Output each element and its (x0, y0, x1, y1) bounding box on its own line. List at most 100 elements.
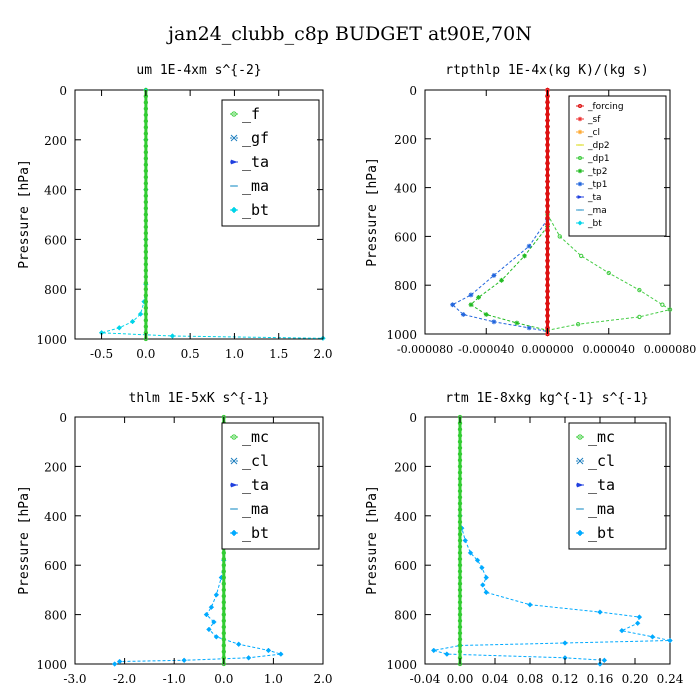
y-tick-label: 800 (394, 609, 417, 623)
legend-box (568, 95, 667, 237)
legend-marker (577, 195, 583, 199)
x-tick-label: 1.0 (264, 672, 283, 686)
data-point-f (143, 131, 149, 136)
x-tick-label: 0.0 (136, 347, 155, 361)
legend-label: _ma (242, 500, 269, 518)
data-point-mc (457, 507, 463, 512)
y-tick-label: 400 (394, 510, 417, 524)
data-point-f (143, 137, 149, 142)
data-point-mc (457, 495, 463, 500)
data-point-bt (213, 592, 220, 598)
data-point-mc (221, 637, 226, 642)
data-point-bt (116, 658, 123, 665)
data-point-forcing (545, 136, 550, 141)
y-tick-label: 200 (44, 134, 67, 148)
data-point-mc (221, 581, 226, 586)
data-point-mc (457, 476, 463, 481)
x-tick-label: 0.5 (181, 347, 200, 361)
legend-label: _cl (242, 452, 269, 470)
data-point-forcing (545, 283, 550, 288)
data-point-mc (457, 532, 463, 537)
data-point-f (143, 150, 149, 155)
data-point-mc (457, 563, 463, 568)
data-point-mc (457, 544, 463, 549)
data-point-mc (457, 464, 463, 469)
data-point-bt (430, 647, 437, 654)
data-point-mc (457, 519, 463, 525)
data-point-mc (221, 593, 226, 599)
data-point-forcing (545, 130, 550, 135)
data-point-f (143, 262, 149, 267)
legend-marker (230, 134, 238, 142)
data-point-mc (457, 612, 463, 617)
x-tick-label: -0.000040 (458, 343, 514, 356)
y-tick-label: 400 (44, 184, 67, 198)
data-point-mc (221, 612, 226, 617)
data-point-forcing (545, 234, 550, 239)
data-point-bt (636, 614, 643, 620)
data-point-forcing (545, 240, 550, 245)
legend-label: _ta (588, 476, 615, 494)
data-point-f (143, 143, 149, 149)
data-point-forcing (545, 154, 550, 160)
legend-marker (577, 168, 583, 174)
y-tick-label: 1000 (36, 658, 67, 672)
data-point-forcing (545, 301, 550, 306)
data-point-mc (457, 606, 463, 611)
data-point-f (143, 174, 149, 180)
data-point-forcing (545, 185, 550, 190)
data-point-mc (457, 451, 463, 457)
data-point-bt (619, 627, 625, 634)
data-point-forcing (545, 264, 550, 270)
data-point-f (143, 162, 149, 167)
legend-marker (230, 529, 238, 537)
legend-label: _bt (587, 219, 602, 229)
data-point-bt (649, 634, 656, 640)
data-point-forcing (545, 118, 550, 123)
data-point-f (143, 243, 149, 248)
legend-label: _ma (587, 206, 607, 216)
y-tick-label: 800 (44, 283, 67, 297)
x-tick-label: 2.0 (313, 672, 332, 686)
legend-marker (231, 111, 237, 117)
legend-marker (230, 457, 238, 465)
data-point-mc (457, 439, 463, 444)
legend-label: _tp2 (587, 167, 607, 177)
data-point-f (143, 299, 149, 304)
x-tick-label: 2.0 (313, 347, 332, 361)
data-point-forcing (545, 112, 550, 117)
data-point-bt (203, 611, 210, 618)
data-point-bt (137, 311, 144, 317)
data-point-mc (221, 643, 226, 648)
data-point-mc (457, 525, 463, 531)
data-point-forcing (545, 313, 550, 318)
data-point-f (143, 206, 149, 211)
legend-label: _mc (242, 428, 269, 446)
data-point-f (143, 112, 149, 118)
data-point-f (143, 181, 149, 186)
data-point-mc (457, 575, 463, 580)
data-point-mc (457, 630, 463, 636)
data-point-bt (116, 325, 123, 331)
data-point-bt (235, 641, 242, 647)
data-point-tp1 (526, 243, 532, 249)
plot-frame (74, 416, 324, 665)
data-point-mc (457, 587, 463, 593)
data-point-bt (467, 550, 474, 556)
data-point-bt (474, 557, 481, 564)
x-tick-label: -2.0 (113, 672, 136, 686)
legend-marker (231, 434, 237, 440)
data-point-mc (457, 538, 463, 543)
legend-marker (577, 129, 583, 135)
data-point-mc (221, 587, 226, 593)
legend-label: _cl (588, 452, 615, 470)
data-point-dp1 (637, 287, 642, 293)
panel-title: um 1E-4xm s^{-2} (136, 63, 261, 78)
data-point-f (143, 212, 149, 217)
data-point-bt (562, 640, 568, 646)
data-point-forcing (545, 252, 550, 257)
y-tick-label: 400 (394, 182, 417, 196)
data-point-f (143, 255, 149, 261)
x-tick-label: 0.16 (587, 672, 614, 686)
data-point-bt (213, 634, 220, 640)
